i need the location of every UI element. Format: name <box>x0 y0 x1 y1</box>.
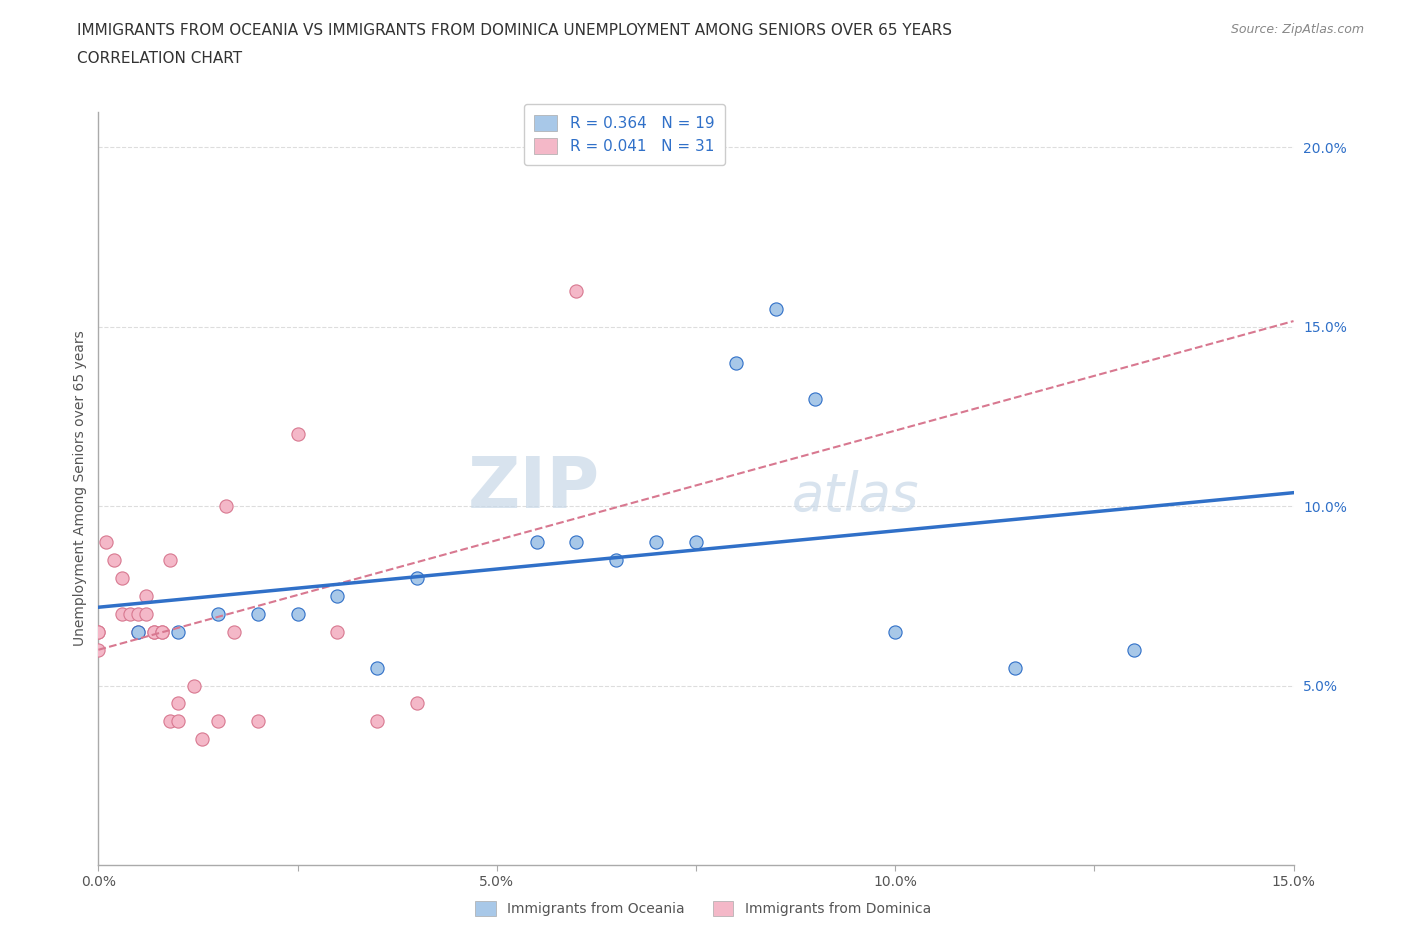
Point <box>143 624 166 639</box>
Point <box>103 552 125 567</box>
Point <box>222 624 245 639</box>
Text: IMMIGRANTS FROM OCEANIA VS IMMIGRANTS FROM DOMINICA UNEMPLOYMENT AMONG SENIORS O: IMMIGRANTS FROM OCEANIA VS IMMIGRANTS FR… <box>77 23 952 38</box>
Point <box>159 552 181 567</box>
Point <box>565 535 588 550</box>
Point <box>526 535 548 550</box>
Text: Source: ZipAtlas.com: Source: ZipAtlas.com <box>1230 23 1364 36</box>
Point <box>87 624 110 639</box>
Point <box>645 535 668 550</box>
Point <box>150 624 173 639</box>
Point <box>87 624 110 639</box>
Point <box>366 660 388 675</box>
Point <box>326 589 349 604</box>
Point <box>287 606 309 621</box>
Point <box>215 498 238 513</box>
Point <box>207 606 229 621</box>
Point <box>167 624 190 639</box>
Point <box>135 606 157 621</box>
Point <box>150 624 173 639</box>
Point <box>207 714 229 729</box>
Text: atlas: atlas <box>792 470 920 522</box>
Point <box>765 301 787 316</box>
Point <box>246 714 269 729</box>
Point <box>127 606 149 621</box>
Point <box>406 570 429 585</box>
Legend: Immigrants from Oceania, Immigrants from Dominica: Immigrants from Oceania, Immigrants from… <box>468 895 938 923</box>
Point <box>127 624 149 639</box>
Point <box>804 392 827 406</box>
Legend: R = 0.364   N = 19, R = 0.041   N = 31: R = 0.364 N = 19, R = 0.041 N = 31 <box>523 104 725 166</box>
Point <box>120 606 142 621</box>
Point <box>724 355 747 370</box>
Point <box>127 624 149 639</box>
Point <box>406 696 429 711</box>
Point <box>366 714 388 729</box>
Point <box>191 732 214 747</box>
Point <box>565 284 588 299</box>
Point <box>246 606 269 621</box>
Point <box>96 535 118 550</box>
Point <box>87 643 110 658</box>
Point <box>167 696 190 711</box>
Point <box>326 624 349 639</box>
Point <box>183 678 205 693</box>
Point <box>605 552 627 567</box>
Point <box>111 570 134 585</box>
Point <box>1123 643 1146 658</box>
Text: ZIP: ZIP <box>468 454 600 523</box>
Point <box>685 535 707 550</box>
Point <box>135 589 157 604</box>
Point <box>111 606 134 621</box>
Point <box>143 624 166 639</box>
Point <box>159 714 181 729</box>
Point <box>287 427 309 442</box>
Text: CORRELATION CHART: CORRELATION CHART <box>77 51 242 66</box>
Point <box>1004 660 1026 675</box>
Point <box>167 714 190 729</box>
Point <box>884 624 907 639</box>
Y-axis label: Unemployment Among Seniors over 65 years: Unemployment Among Seniors over 65 years <box>73 330 87 646</box>
